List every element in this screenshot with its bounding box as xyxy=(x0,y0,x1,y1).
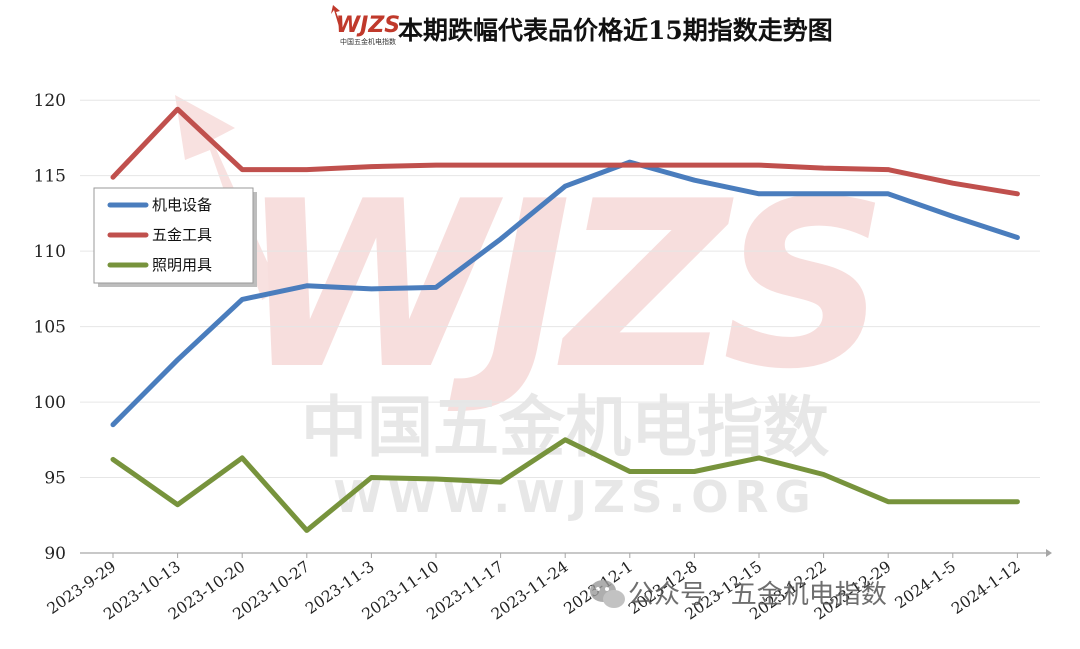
series-line-1 xyxy=(110,159,1020,428)
footer-account: 公众号 · 五金机电指数 xyxy=(628,580,887,610)
gridlines xyxy=(80,99,1040,479)
wechat-icon xyxy=(590,580,625,608)
footer: 公众号 · 五金机电指数 xyxy=(590,580,887,610)
y-tick-label: 120 xyxy=(34,91,66,111)
series-line-2 xyxy=(110,106,1020,197)
y-tick-label: 100 xyxy=(34,393,66,413)
x-axis-arrow-icon xyxy=(1046,549,1052,557)
legend-label: 五金工具 xyxy=(152,226,212,244)
watermark-name: 中国五金机电指数 xyxy=(301,389,829,466)
y-tick-label: 105 xyxy=(34,318,66,338)
series-line-3 xyxy=(110,437,1020,533)
x-tick-label: 2024-1-12 xyxy=(948,558,1023,618)
logo-subtext: 中国五金机电指数 xyxy=(340,37,396,46)
y-tick-label: 95 xyxy=(44,469,66,489)
chart-title: 本期跌幅代表品价格近15期指数走势图 xyxy=(398,16,833,45)
legend-label: 照明用具 xyxy=(152,256,212,274)
logo-text: WJZS xyxy=(336,13,400,38)
y-tick-label: 115 xyxy=(34,167,66,187)
legend-label: 机电设备 xyxy=(152,196,212,214)
series-lines xyxy=(110,106,1020,533)
logo-arrow-icon xyxy=(331,5,344,32)
watermark: WJZS 中国五金机电指数 WWW.WJZS.ORG xyxy=(175,95,888,523)
header: WJZS 中国五金机电指数 本期跌幅代表品价格近15期指数走势图 xyxy=(331,5,833,46)
y-axis: 90 95 100 105 110 115 120 xyxy=(34,91,66,564)
y-tick-label: 110 xyxy=(34,242,66,262)
x-axis: 2023-9-292023-10-132023-10-202023-10-272… xyxy=(44,549,1052,624)
y-tick-label: 90 xyxy=(44,544,66,564)
